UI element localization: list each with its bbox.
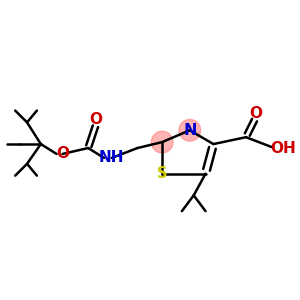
- Text: N: N: [183, 123, 196, 138]
- Text: O: O: [249, 106, 262, 121]
- Circle shape: [151, 131, 173, 153]
- Text: S: S: [157, 166, 167, 181]
- Circle shape: [179, 119, 201, 141]
- Text: O: O: [56, 146, 69, 161]
- Text: NH: NH: [99, 150, 124, 165]
- Text: OH: OH: [271, 140, 296, 155]
- Text: O: O: [90, 112, 103, 127]
